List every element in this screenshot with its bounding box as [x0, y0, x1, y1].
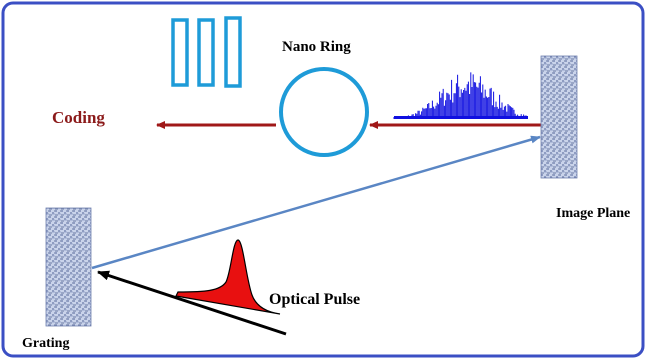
nano-ring [279, 67, 369, 157]
optical-pulse [175, 239, 281, 315]
spectrum-baseline [394, 116, 528, 119]
grating [45, 207, 92, 327]
coding-label: Coding [52, 108, 105, 127]
optical-pulse-label: Optical Pulse [269, 291, 360, 308]
coding-bars [171, 16, 242, 88]
pulse-to-grating-arrow [97, 270, 287, 336]
coding-bar-2 [197, 18, 215, 87]
spectrum-signal [393, 72, 528, 119]
coding-bar-3 [224, 16, 242, 88]
grating-label: Grating [22, 336, 69, 351]
coding-bar-1 [171, 18, 189, 87]
nano-ring-label: Nano Ring [282, 39, 351, 55]
image-plane [540, 55, 578, 179]
grating-to-image-arrow [91, 135, 541, 270]
optical-pulse-fill [175, 239, 281, 315]
image-plane-label: Image Plane [556, 206, 630, 221]
